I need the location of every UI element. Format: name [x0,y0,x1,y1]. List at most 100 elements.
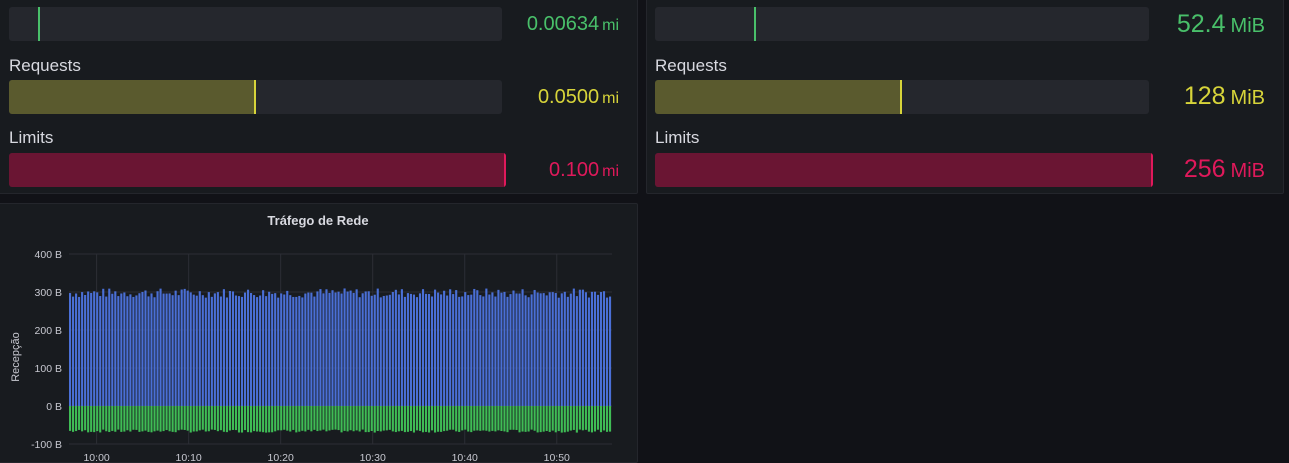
transmit-bar [292,406,295,430]
transmit-bar [569,406,572,431]
receive-bar [337,291,340,406]
receive-bar [126,296,129,406]
transmit-bar [177,406,180,431]
transmit-bar [96,406,99,432]
receive-bar [352,292,355,406]
receive-bar [572,288,575,406]
receive-bar [268,291,271,406]
receive-bar [512,290,515,406]
transmit-bar [189,406,192,433]
gauge-threshold-marker [504,153,506,187]
receive-bar [524,295,527,406]
transmit-bar [195,406,198,432]
transmit-bar [219,406,222,431]
receive-bar [319,289,322,406]
transmit-bar [162,406,165,432]
receive-bar [313,296,316,406]
receive-bar [593,291,597,406]
transmit-bar [437,406,440,432]
transmit-bar [506,406,509,433]
transmit-bar [458,406,461,432]
panel-title: Tráfego de Rede [267,213,369,228]
transmit-bar [367,406,370,433]
transmit-bar [268,406,271,433]
memory-requests-label: Requests [655,56,727,75]
transmit-bar [575,406,578,433]
receive-bar [159,288,162,406]
transmit-bar [488,406,491,432]
transmit-bar [328,406,331,431]
transmit-bar [406,406,409,432]
transmit-bar [467,406,470,432]
transmit-bar [102,406,105,430]
receive-bar [584,292,587,406]
network-traffic-chart: -100 B 0 B 100 B 200 B 300 B 400 B 10:00 10:10 1… [10,249,612,463]
receive-bar [358,297,361,406]
receive-bar [566,296,569,406]
receive-bar [114,291,117,406]
transmit-bar [370,406,373,431]
transmit-bar [168,406,171,432]
transmit-bar [246,406,250,433]
receive-bar [228,290,231,406]
transmit-bar [87,406,90,433]
transmit-bar [81,406,84,432]
receive-bar [147,296,150,406]
transmit-bar [198,406,201,431]
receive-bar [431,296,434,406]
receive-bar [102,288,105,406]
transmit-bar [150,406,153,433]
receive-bar [394,289,397,406]
receive-bar [370,295,373,406]
transmit-bar [346,406,349,432]
receive-bar [500,292,503,406]
receive-bar [479,295,482,406]
y-tick-label: 300 B [35,287,62,299]
receive-bar [331,290,334,406]
cpu-limits-fill [9,153,506,187]
receive-bar [307,292,310,406]
receive-bar [581,289,584,406]
transmit-bar [213,406,216,430]
receive-bar [373,294,376,406]
receive-bar [452,294,455,406]
receive-bar [153,297,156,406]
x-tick-label: 10:50 [544,452,570,463]
transmit-bar [123,406,126,432]
receive-bar [560,293,563,406]
y-axis-label: Recepção [10,332,22,382]
transmit-bar [602,406,606,431]
receive-bar [497,289,500,406]
receive-bar [388,294,391,406]
gauge-threshold-marker [38,7,41,41]
receive-bar [246,289,250,406]
y-tick-label: 400 B [35,249,62,261]
receive-bar [361,293,364,406]
receive-bar [316,291,319,406]
receive-bar [274,293,277,406]
receive-bar [135,295,138,406]
transmit-bar [485,406,488,431]
transmit-bar [518,406,521,433]
receive-bar [243,292,247,406]
transmit-bar [524,406,527,432]
transmit-bar [343,406,346,431]
transmit-bar [608,406,612,432]
receive-bar [165,293,168,406]
transmit-bar [539,406,542,433]
receive-bar [391,292,394,406]
receive-bar [608,296,612,406]
transmit-bar [147,406,150,432]
x-tick-label: 10:00 [83,452,109,463]
memory-usage-fill [655,7,757,41]
transmit-bar [584,406,587,430]
transmit-bar [126,406,129,431]
receive-bar [262,290,265,406]
receive-bar [328,292,331,406]
transmit-bar [129,406,132,432]
y-tick-label: 0 B [46,401,62,413]
transmit-bar [391,406,394,432]
transmit-bar [153,406,156,432]
transmit-bar [566,406,569,432]
receive-bar [545,295,548,406]
